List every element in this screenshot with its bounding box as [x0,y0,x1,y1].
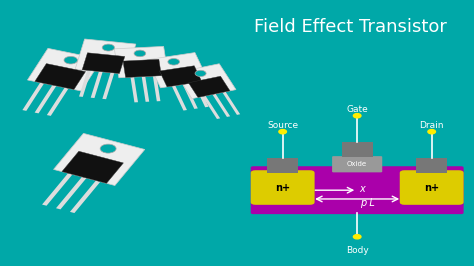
Polygon shape [147,53,208,88]
Polygon shape [159,66,202,87]
Text: Source: Source [267,121,298,130]
Polygon shape [56,177,86,209]
Text: Drain: Drain [419,121,444,130]
Text: p L: p L [360,198,374,209]
Text: Body: Body [346,246,369,255]
Circle shape [100,144,116,153]
Polygon shape [130,77,138,102]
Polygon shape [153,76,160,101]
Polygon shape [75,39,136,74]
Polygon shape [142,77,149,102]
Bar [267,158,298,173]
FancyBboxPatch shape [332,156,382,172]
Polygon shape [27,48,102,91]
Polygon shape [35,64,85,89]
Polygon shape [212,94,230,117]
Polygon shape [35,85,56,113]
Circle shape [168,59,180,65]
Polygon shape [79,70,91,97]
Circle shape [354,114,361,118]
Polygon shape [202,96,220,119]
Text: Oxide: Oxide [347,161,367,167]
Polygon shape [172,86,187,111]
Polygon shape [62,151,123,183]
Polygon shape [114,46,168,78]
Polygon shape [123,59,162,77]
Polygon shape [82,53,125,73]
Polygon shape [22,82,44,111]
FancyBboxPatch shape [400,170,464,205]
Polygon shape [189,76,230,97]
Polygon shape [47,88,69,116]
Text: x: x [360,184,365,194]
Circle shape [134,50,146,57]
Polygon shape [54,133,145,185]
Text: Field Effect Transistor: Field Effect Transistor [254,18,447,36]
Polygon shape [193,82,209,107]
FancyBboxPatch shape [251,170,315,205]
Text: Gate: Gate [346,105,368,114]
Circle shape [195,70,206,77]
Circle shape [354,235,361,239]
Circle shape [64,56,78,64]
Bar [416,158,447,173]
Bar [342,142,373,157]
Circle shape [102,44,115,51]
Polygon shape [42,173,73,206]
Circle shape [428,130,436,134]
Polygon shape [175,64,236,99]
Text: n+: n+ [275,182,290,193]
Polygon shape [182,84,198,109]
Polygon shape [91,72,103,98]
Polygon shape [222,92,240,115]
Circle shape [279,130,286,134]
Polygon shape [70,181,100,213]
FancyBboxPatch shape [251,166,464,214]
Polygon shape [102,73,114,99]
Text: n+: n+ [424,182,439,193]
